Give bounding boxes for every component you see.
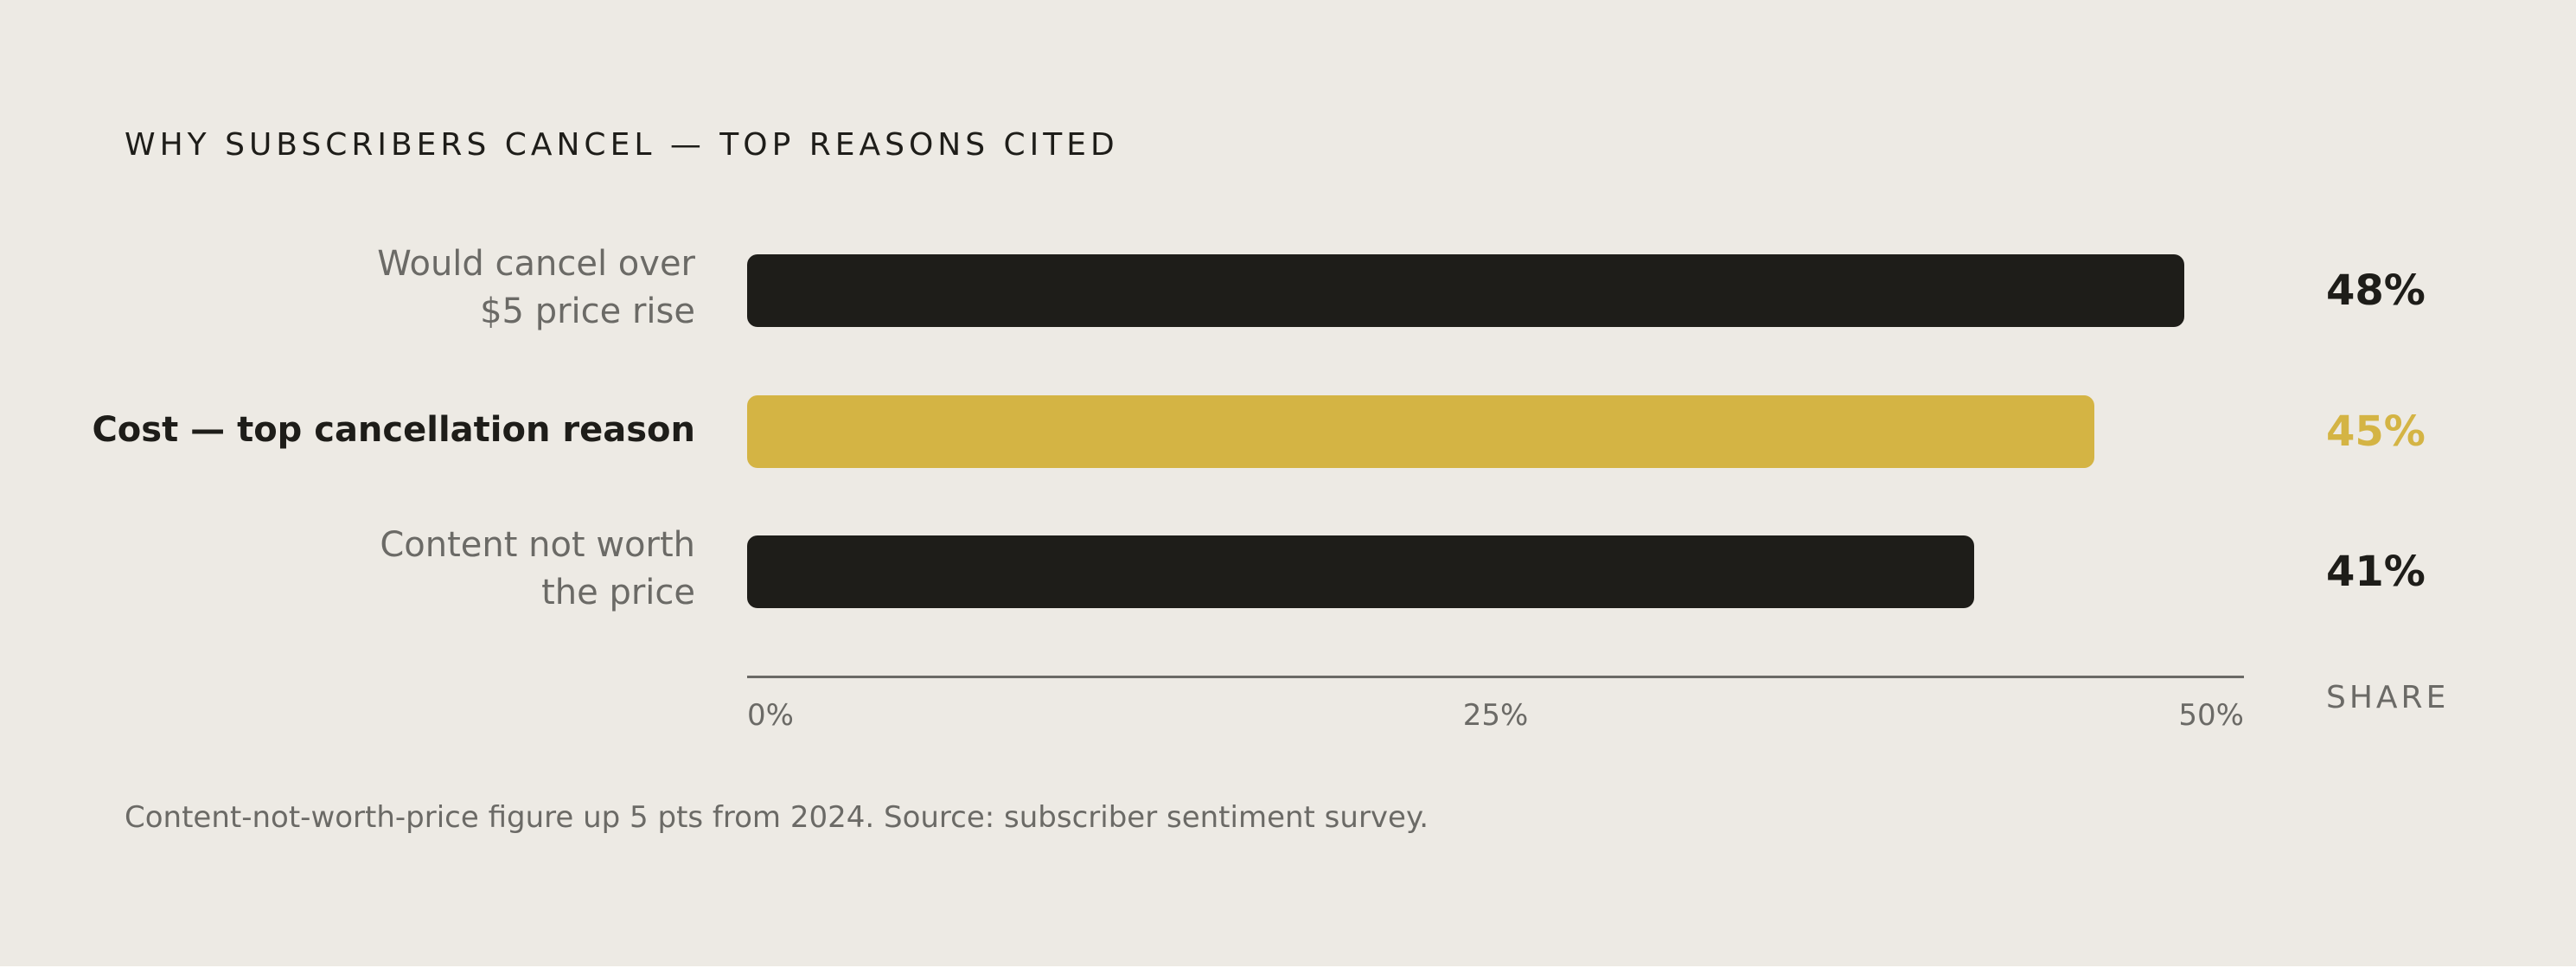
bottom-divider [0,966,2576,968]
category-label-cost: Cost — top cancellation reason [92,407,695,454]
bar-cost [747,395,2094,468]
x-axis-title: SHARE [2326,680,2450,715]
x-tick-label: 0% [747,698,794,733]
category-label-line: Cost — top cancellation reason [92,410,695,450]
x-tick-label: 25% [1462,698,1529,733]
value-label-cost: 45% [2326,407,2426,456]
category-label-line: Content not worth [380,525,695,565]
x-axis-line [747,676,2244,678]
category-label-line: $5 price rise [480,292,695,331]
footnote: Content-not-worth-price figure up 5 pts … [125,800,1429,835]
value-label-price-rise: 48% [2326,266,2426,315]
bar-price-rise [747,254,2184,327]
value-label-content: 41% [2326,548,2426,596]
chart-title: WHY SUBSCRIBERS CANCEL — TOP REASONS CIT… [125,127,1119,163]
category-label-line: the price [541,573,695,612]
category-label-price-rise: Would cancel over $5 price rise [377,240,695,336]
x-tick-label: 50% [2178,698,2244,733]
bar-content [747,535,1975,608]
category-label-line: Would cancel over [377,244,695,284]
category-label-content: Content not worth the price [380,522,695,617]
